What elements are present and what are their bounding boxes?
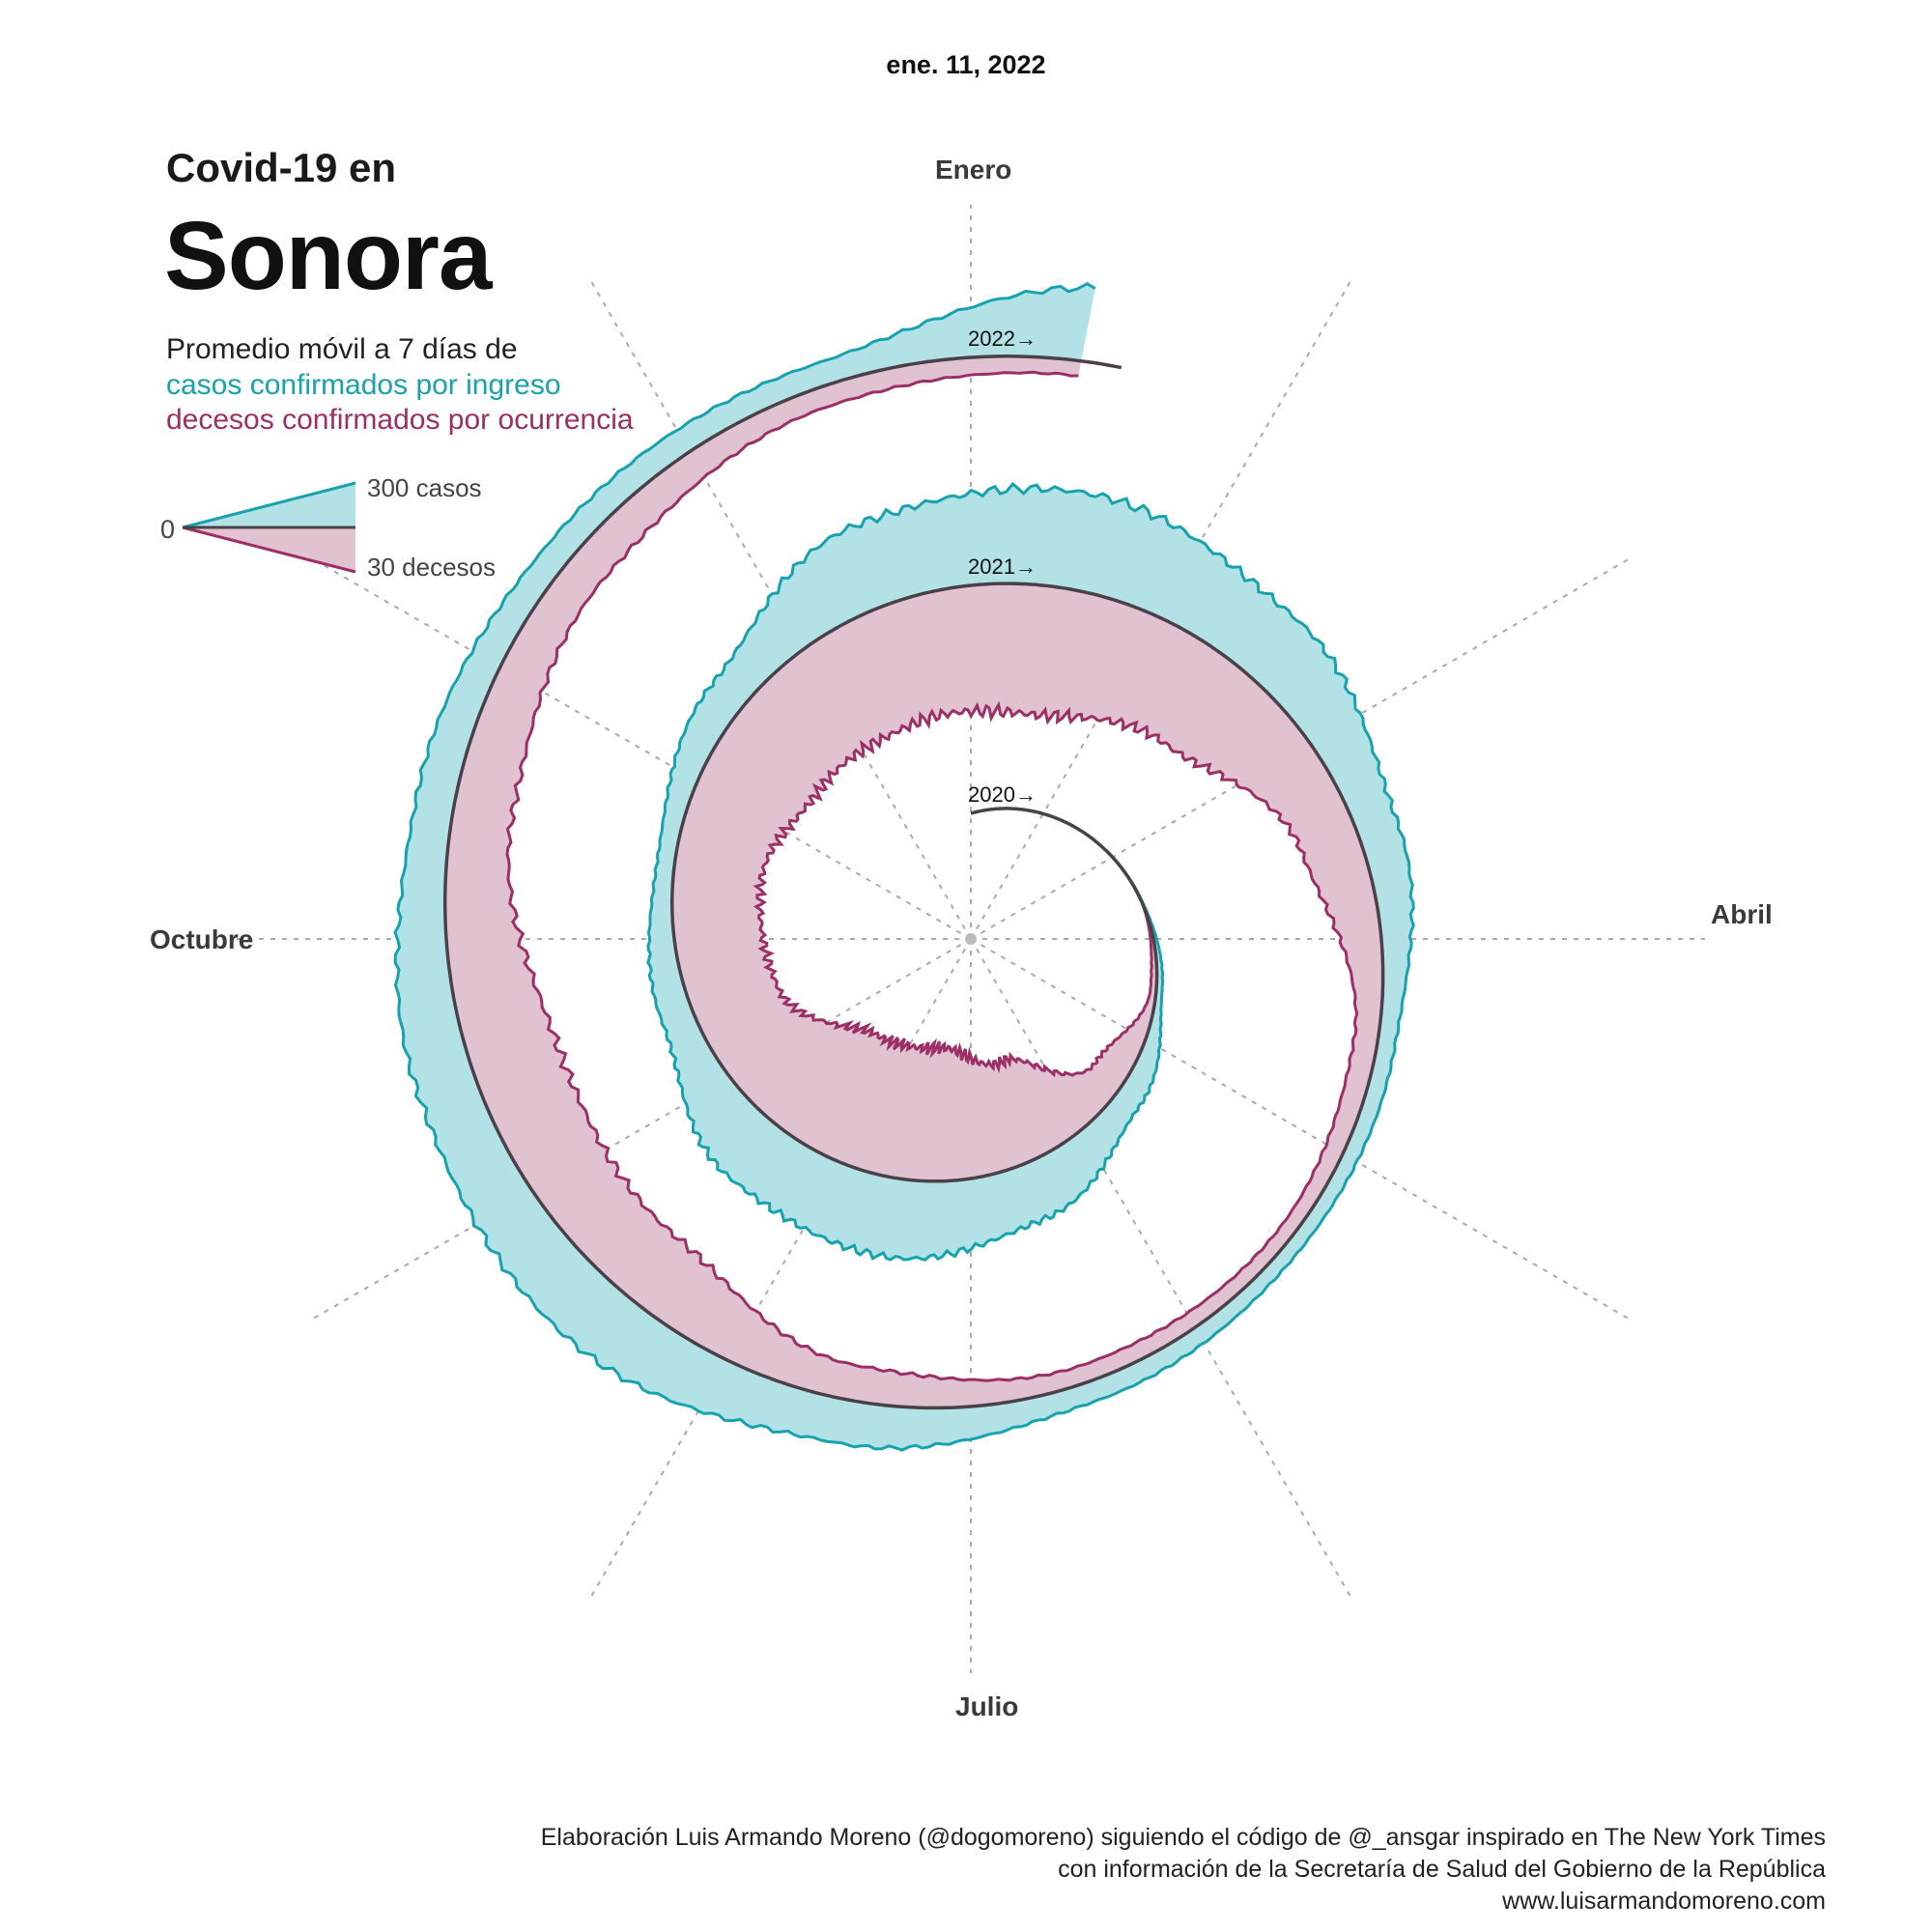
- spiral-baseline: [442, 355, 1385, 1410]
- subtitle-cases: casos confirmados por ingreso: [166, 369, 561, 401]
- spiral-baseline-layer: [442, 355, 1385, 1410]
- legend-glyph: [182, 481, 356, 574]
- year-label-2021: 2021→: [968, 554, 1037, 579]
- deaths-area-layer: [444, 355, 1383, 1408]
- page-title: Sonora: [164, 202, 492, 310]
- credits-line3: www.luisarmandomoreno.com: [1502, 1888, 1826, 1915]
- cases-line: [393, 281, 1415, 1452]
- month-label-abril: Abril: [1711, 899, 1773, 929]
- credits: Elaboración Luis Armando Moreno (@dogomo…: [541, 1822, 1826, 1918]
- credits-line1: Elaboración Luis Armando Moreno (@dogomo…: [540, 1824, 1826, 1851]
- title-line1: Covid-19 en: [166, 145, 397, 190]
- legend-deaths-label: 30 decesos: [367, 553, 496, 582]
- legend-deaths-line: [182, 526, 356, 574]
- month-label-julio: Julio: [955, 1691, 1019, 1721]
- legend-zero-label: 0: [160, 515, 176, 544]
- subtitle-deaths: decesos confirmados por ocurrencia: [166, 404, 634, 436]
- cases-area-layer: [393, 281, 1415, 1452]
- month-label-enero: Enero: [935, 155, 1012, 185]
- legend-cases-line: [182, 481, 356, 529]
- subtitle-line1: Promedio móvil a 7 días de: [166, 333, 518, 365]
- center-dot: [965, 933, 977, 945]
- deaths-line: [505, 370, 1359, 1382]
- spoke-gridline: [970, 938, 1353, 1601]
- month-label-octubre: Octubre: [150, 924, 254, 954]
- credits-line2: con información de la Secretaría de Salu…: [1058, 1856, 1826, 1883]
- legend-cases-label: 300 casos: [367, 473, 482, 502]
- year-label-2022: 2022→: [968, 327, 1037, 351]
- year-label-layer: 2020→ 2021→ 2022→: [968, 327, 1037, 807]
- spoke-gridlines: [237, 205, 1705, 1673]
- year-label-2020: 2020→: [968, 782, 1037, 807]
- deaths-area: [444, 355, 1383, 1408]
- cases-area: [395, 283, 1414, 1451]
- date-label: ene. 11, 2022: [886, 50, 1046, 79]
